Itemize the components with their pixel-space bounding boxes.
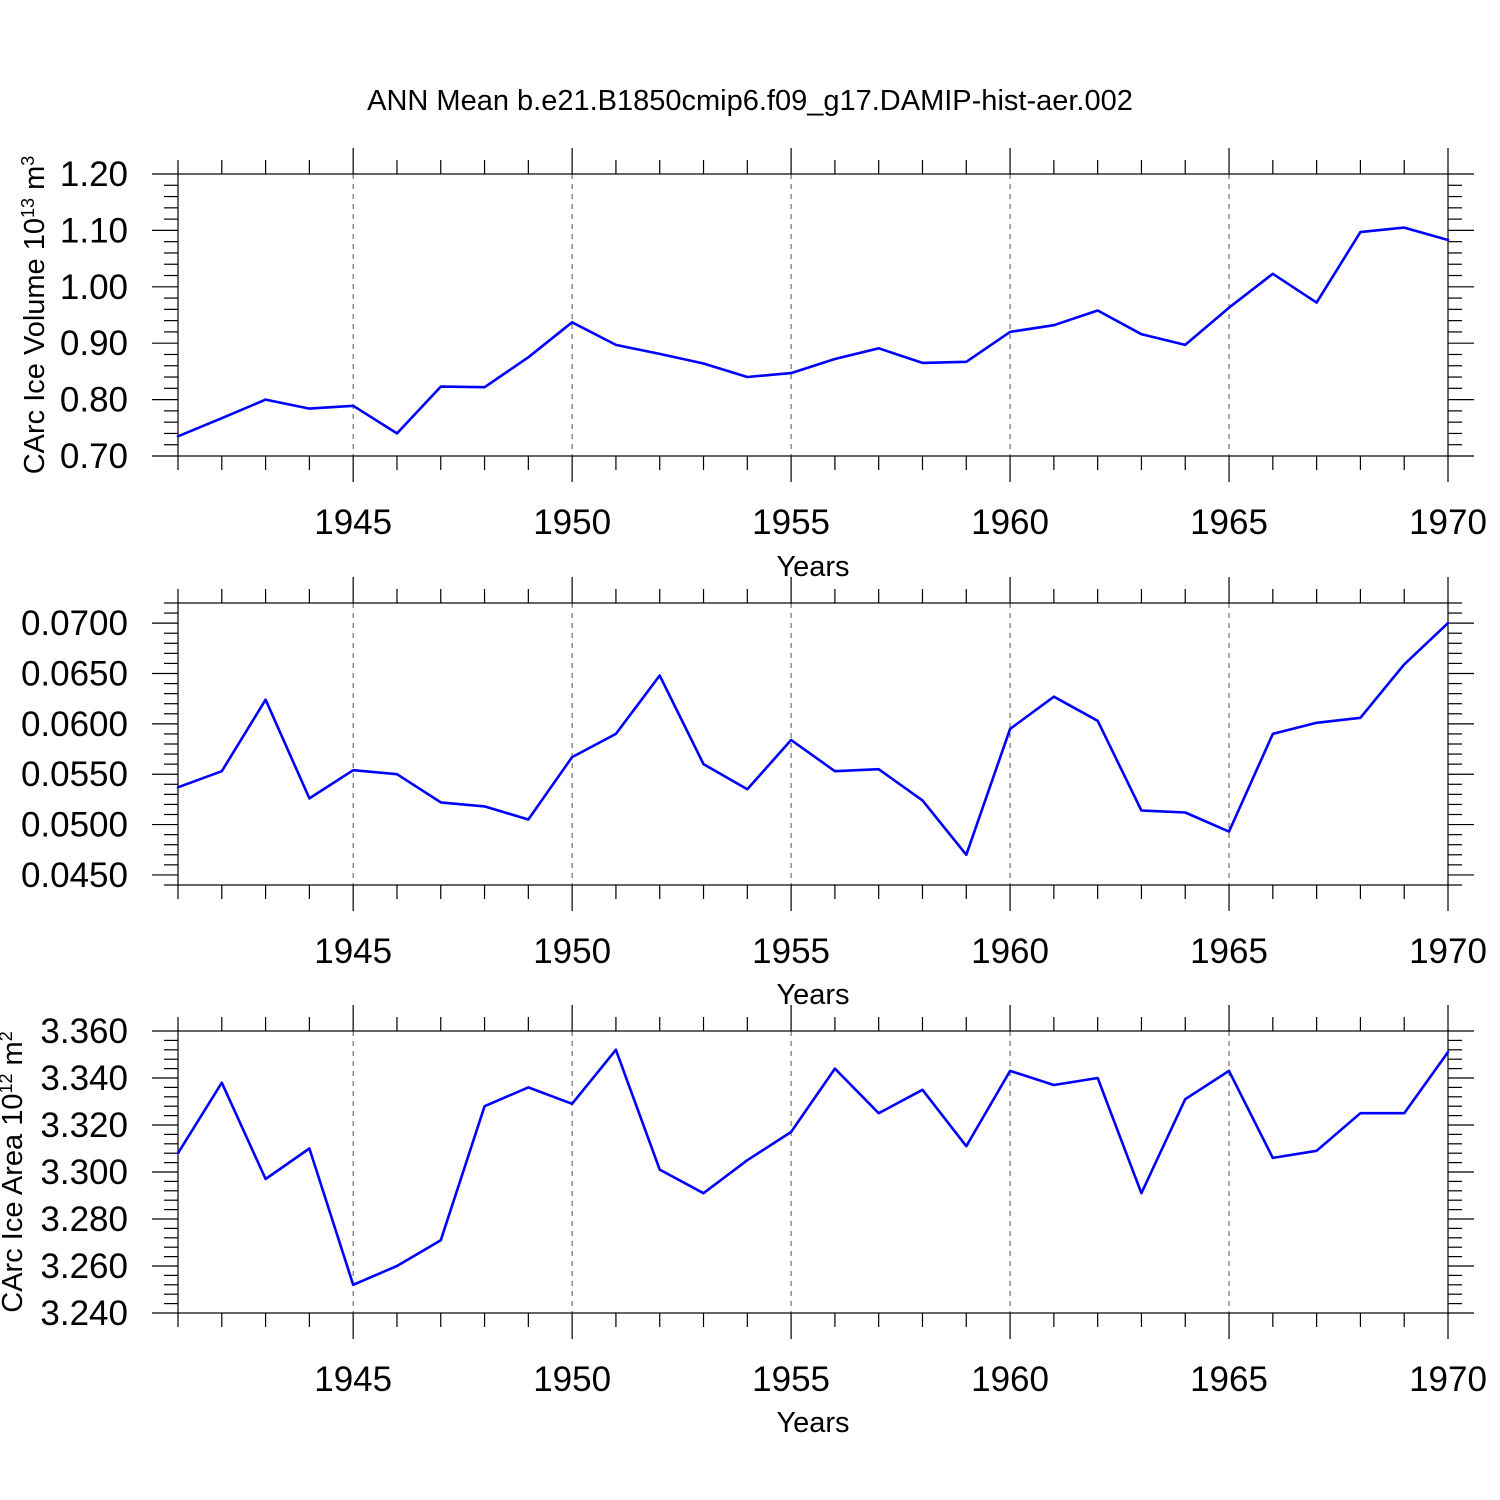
panel-snow-volume: Years 0.0450 0.0500 0.0550 0.0600 0.0650 0.07… <box>21 577 1487 1011</box>
y-tick-label: 1.10 <box>60 211 128 250</box>
x-tick-label: 1960 <box>971 1360 1049 1399</box>
x-tick-label: 1945 <box>314 1360 392 1399</box>
y-tick-label: 3.260 <box>40 1247 128 1286</box>
y-tick-label: 3.240 <box>40 1294 128 1333</box>
x-tick-label: 1960 <box>971 932 1049 971</box>
plot-frame <box>177 602 1449 886</box>
x-tick-label: 1955 <box>752 1360 830 1399</box>
y-tick-label: 0.70 <box>60 437 128 476</box>
y-tick-label: 0.80 <box>60 381 128 420</box>
y-tick-label: 1.00 <box>60 268 128 307</box>
x-tick-label: 1970 <box>1409 1360 1487 1399</box>
x-axis-title: Years <box>776 979 849 1011</box>
y-tick-label: 0.0450 <box>21 856 128 895</box>
x-tick-label: 1965 <box>1190 1360 1268 1399</box>
x-tick-label: 1955 <box>752 932 830 971</box>
panel-ice-area: CArc Ice Area 1012 m2 Years 3.240 3.260 3.… <box>0 1005 1487 1439</box>
x-tick-label: 1955 <box>752 503 830 542</box>
plot-frame <box>177 1030 1449 1314</box>
x-tick-label: 1950 <box>533 503 611 542</box>
x-axis-title: Years <box>776 551 849 583</box>
x-tick-label: 1970 <box>1409 932 1487 971</box>
y-tick-label: 3.280 <box>40 1200 128 1239</box>
y-tick-label: 0.0700 <box>21 604 128 643</box>
x-tick-label: 1950 <box>533 1360 611 1399</box>
y-tick-label: 3.360 <box>40 1012 128 1051</box>
x-tick-label: 1945 <box>314 932 392 971</box>
series-line <box>176 226 1450 438</box>
panel-ice-volume: CArc Ice Volume 1013 m3 Years 0.70 0.80 0.… <box>18 148 1487 583</box>
y-tick-label: 3.340 <box>40 1059 128 1098</box>
y-tick-label: 0.0550 <box>21 755 128 794</box>
y-tick-label: 0.0500 <box>21 806 128 845</box>
series-line <box>176 1048 1450 1287</box>
y-axis-title: CArc Ice Volume 1013 m3 <box>18 156 51 475</box>
y-tick-label: 0.90 <box>60 324 128 363</box>
x-tick-label: 1945 <box>314 503 392 542</box>
x-tick-label: 1960 <box>971 503 1049 542</box>
x-axis-title: Years <box>776 1407 849 1439</box>
y-tick-label: 0.0600 <box>21 705 128 744</box>
y-axis-title: CArc Ice Area 1012 m2 <box>0 1031 29 1312</box>
x-tick-label: 1965 <box>1190 503 1268 542</box>
x-tick-label: 1970 <box>1409 503 1487 542</box>
y-tick-label: 0.0650 <box>21 655 128 694</box>
plot-frame <box>177 173 1449 457</box>
y-tick-label: 1.20 <box>60 155 128 194</box>
x-tick-label: 1950 <box>533 932 611 971</box>
x-tick-label: 1965 <box>1190 932 1268 971</box>
series-line <box>176 621 1450 857</box>
y-tick-label: 3.320 <box>40 1106 128 1145</box>
y-tick-label: 3.300 <box>40 1153 128 1192</box>
figure-title: ANN Mean b.e21.B1850cmip6.f09_g17.DAMIP-… <box>367 85 1133 117</box>
